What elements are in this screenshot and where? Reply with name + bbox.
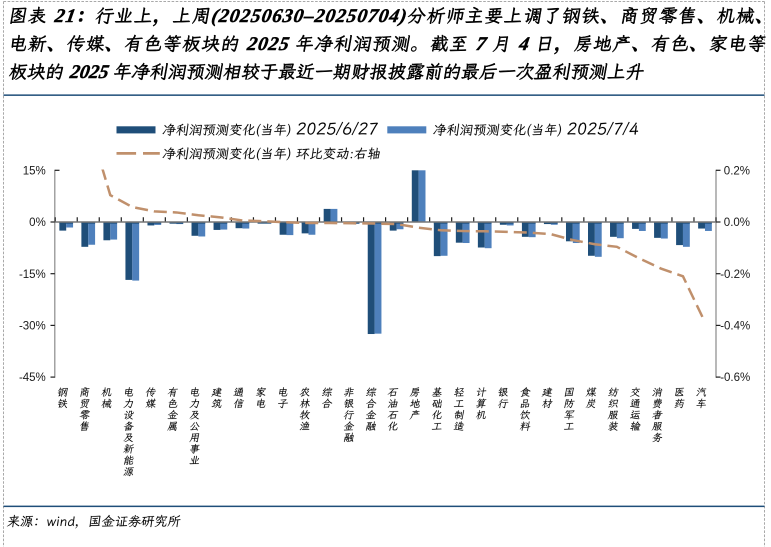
svg-text:-30%: -30%: [19, 321, 46, 333]
svg-text:0.2%: 0.2%: [724, 165, 750, 177]
svg-text:-15%: -15%: [19, 269, 46, 281]
svg-text:-0.4%: -0.4%: [720, 321, 750, 333]
svg-text:-0.6%: -0.6%: [720, 372, 750, 384]
svg-text:0.0%: 0.0%: [724, 217, 750, 229]
svg-text:-0.2%: -0.2%: [720, 269, 750, 281]
svg-text:15%: 15%: [23, 165, 46, 177]
svg-text:0%: 0%: [29, 217, 46, 229]
svg-text:-45%: -45%: [19, 372, 46, 384]
